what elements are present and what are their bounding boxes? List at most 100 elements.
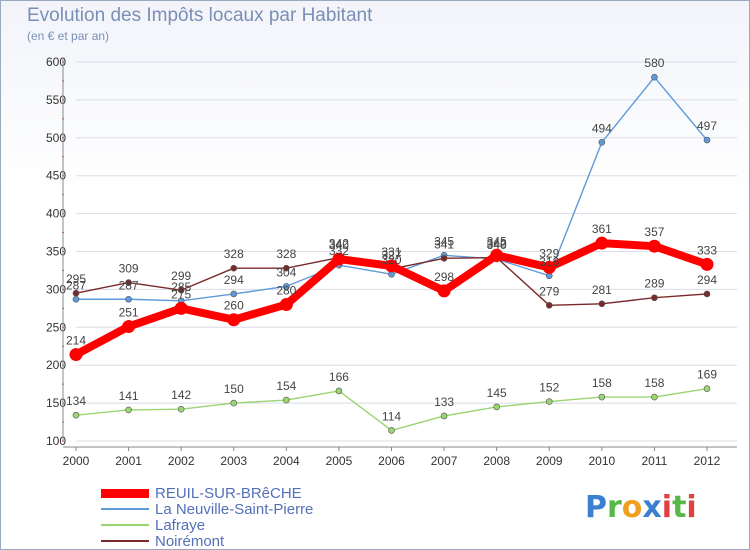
legend-swatch bbox=[101, 540, 149, 542]
data-point bbox=[598, 139, 606, 146]
x-tick-label: 2009 bbox=[536, 454, 563, 468]
data-point bbox=[542, 260, 556, 274]
data-label: 289 bbox=[644, 277, 664, 291]
data-point bbox=[388, 427, 395, 434]
data-label: 333 bbox=[697, 243, 717, 257]
data-point bbox=[437, 284, 451, 298]
data-label: 251 bbox=[119, 306, 139, 320]
y-tick-label: 250 bbox=[46, 320, 66, 334]
legend-item: La Neuville-Saint-Pierre bbox=[101, 501, 313, 518]
data-label: 166 bbox=[329, 370, 349, 384]
legend-item: REUIL-SUR-BRêCHE bbox=[101, 484, 313, 502]
y-tick-label: 400 bbox=[46, 207, 66, 221]
data-label: 298 bbox=[434, 270, 454, 284]
data-label: 154 bbox=[276, 379, 296, 393]
data-point bbox=[598, 393, 606, 401]
data-label: 294 bbox=[697, 273, 717, 287]
data-label: 275 bbox=[171, 287, 191, 301]
data-label: 145 bbox=[487, 386, 507, 400]
x-tick-label: 2008 bbox=[483, 454, 510, 468]
data-label: 279 bbox=[539, 284, 559, 298]
data-label: 134 bbox=[66, 394, 86, 408]
data-label: 341 bbox=[434, 237, 454, 251]
data-label: 342 bbox=[329, 237, 349, 251]
data-point bbox=[283, 283, 290, 290]
data-point bbox=[227, 313, 241, 327]
y-tick-label: 600 bbox=[46, 55, 66, 69]
data-label: 281 bbox=[592, 283, 612, 297]
data-label: 214 bbox=[66, 334, 86, 348]
x-tick-label: 2004 bbox=[273, 454, 300, 468]
x-tick-label: 2003 bbox=[220, 454, 247, 468]
legend: REUIL-SUR-BRêCHE La Neuville-Saint-Pierr… bbox=[101, 485, 313, 549]
y-tick-label: 300 bbox=[46, 282, 66, 296]
data-point bbox=[283, 264, 290, 272]
data-point bbox=[230, 399, 238, 407]
data-point bbox=[279, 298, 293, 312]
data-label: 260 bbox=[224, 299, 244, 313]
x-tick-label: 2007 bbox=[431, 454, 458, 468]
data-point bbox=[177, 286, 185, 294]
data-point bbox=[174, 301, 188, 315]
data-label: 342 bbox=[487, 237, 507, 251]
data-label: 299 bbox=[171, 269, 191, 283]
y-tick-label: 200 bbox=[46, 358, 66, 372]
data-point bbox=[385, 259, 398, 273]
legend-label: Noirémont bbox=[155, 532, 225, 550]
legend-item: Noirémont bbox=[101, 533, 313, 549]
data-point bbox=[651, 73, 658, 81]
y-tick-label: 500 bbox=[46, 131, 66, 145]
data-label: 287 bbox=[66, 278, 86, 292]
data-label: 340 bbox=[329, 238, 349, 252]
x-tick-label: 2000 bbox=[63, 454, 90, 468]
data-point bbox=[440, 412, 448, 420]
data-point bbox=[122, 320, 136, 334]
data-label: 320 bbox=[381, 253, 401, 267]
x-tick-label: 2001 bbox=[115, 454, 142, 468]
data-point bbox=[125, 279, 132, 286]
x-tick-label: 2005 bbox=[326, 454, 353, 468]
data-label: 345 bbox=[434, 234, 454, 248]
data-point bbox=[490, 248, 504, 262]
legend-swatch bbox=[101, 488, 149, 498]
data-point bbox=[493, 403, 500, 411]
legend-label: Lafraye bbox=[155, 516, 206, 534]
legend-label: REUIL-SUR-BRêCHE bbox=[155, 484, 302, 502]
data-label: 280 bbox=[276, 284, 296, 298]
data-label: 340 bbox=[487, 238, 507, 252]
data-point bbox=[647, 239, 661, 253]
data-label: 309 bbox=[119, 262, 139, 276]
x-tick-label: 2006 bbox=[378, 454, 405, 468]
legend-item: Lafraye bbox=[101, 516, 313, 534]
data-point bbox=[700, 257, 714, 271]
data-label: 287 bbox=[119, 278, 139, 292]
data-label: 332 bbox=[329, 244, 349, 258]
data-label: 285 bbox=[171, 280, 191, 294]
x-tick-label: 2012 bbox=[694, 454, 721, 468]
data-point bbox=[651, 393, 658, 401]
data-point bbox=[332, 252, 346, 266]
data-point bbox=[283, 396, 290, 404]
data-point bbox=[177, 405, 185, 413]
data-point bbox=[440, 255, 448, 262]
data-point bbox=[703, 385, 711, 392]
data-label: 345 bbox=[487, 234, 507, 248]
data-point bbox=[72, 289, 80, 297]
data-label: 152 bbox=[539, 381, 559, 395]
data-label: 294 bbox=[224, 273, 244, 287]
data-label: 114 bbox=[382, 409, 401, 423]
data-label: 357 bbox=[644, 225, 664, 239]
data-label: 142 bbox=[171, 388, 191, 402]
data-point bbox=[595, 236, 609, 250]
data-label: 497 bbox=[697, 119, 717, 133]
data-label: 158 bbox=[592, 376, 612, 390]
data-point bbox=[703, 290, 711, 298]
x-tick-label: 2011 bbox=[642, 454, 668, 468]
data-point bbox=[230, 264, 238, 272]
data-point bbox=[545, 302, 553, 309]
data-point bbox=[72, 411, 80, 419]
x-tick-label: 2010 bbox=[588, 454, 615, 468]
y-tick-label: 350 bbox=[46, 245, 66, 259]
